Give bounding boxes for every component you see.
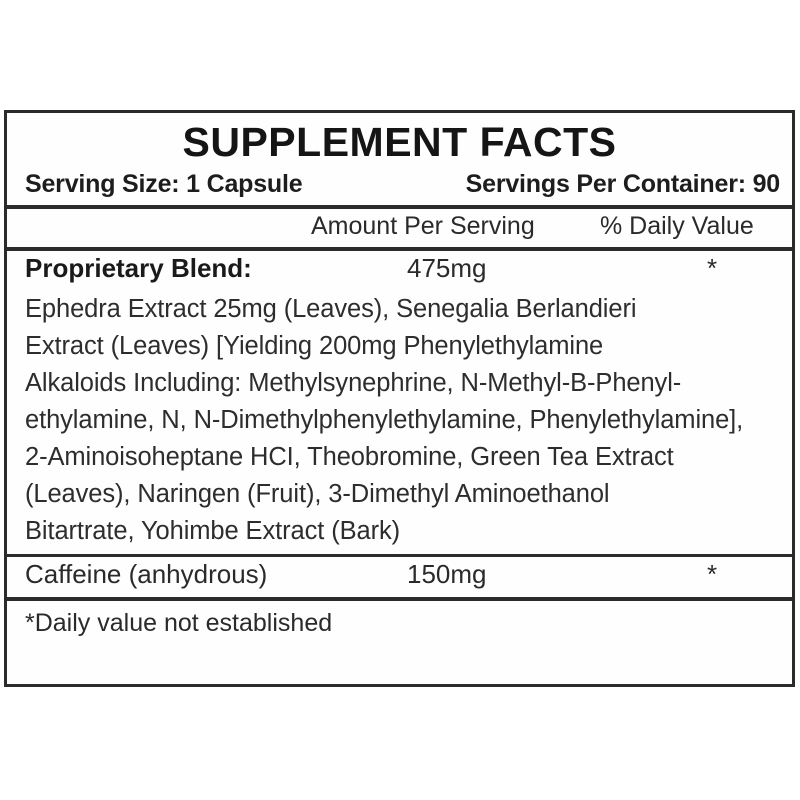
- footnote-row: *Daily value not established: [7, 601, 792, 684]
- serving-info-row: Serving Size: 1 Capsule Servings Per Con…: [7, 166, 792, 205]
- ingredient-line: Extract (Leaves) [Yielding 200mg Phenyle…: [25, 332, 604, 361]
- title-block: SUPPLEMENT FACTS: [7, 113, 792, 166]
- divider-above-footnote: [7, 597, 792, 602]
- ingredient-line: Alkaloids Including: Methylsynephrine, N…: [25, 369, 682, 398]
- servings-per-container-label: Servings Per Container: 90: [465, 170, 781, 199]
- caffeine-name: Caffeine (anhydrous): [25, 559, 268, 590]
- page-title: SUPPLEMENT FACTS: [182, 119, 617, 165]
- proprietary-blend-name: Proprietary Blend:: [25, 253, 252, 284]
- ingredient-line: (Leaves), Naringen (Fruit), 3-Dimethyl A…: [25, 480, 610, 509]
- caffeine-amount: 150mg: [407, 559, 487, 590]
- divider-below-serving-info: [7, 205, 792, 210]
- divider-above-caffeine: [7, 554, 792, 558]
- divider-below-column-headers: [7, 247, 792, 252]
- proprietary-blend-row: Proprietary Blend: 475mg *: [7, 251, 792, 291]
- column-header-amount-per-serving: Amount Per Serving: [311, 212, 535, 241]
- serving-size-label: Serving Size: 1 Capsule: [25, 170, 303, 199]
- ingredient-line: 2-Aminoisoheptane HCI, Theobromine, Gree…: [25, 443, 674, 472]
- ingredient-line: ethylamine, N, N-Dimethylphenylethylamin…: [25, 406, 744, 435]
- proprietary-blend-daily-value: *: [707, 253, 718, 284]
- column-header-row: Amount Per Serving % Daily Value: [7, 209, 792, 247]
- ingredient-line: Ephedra Extract 25mg (Leaves), Senegalia…: [25, 295, 637, 324]
- supplement-facts-panel: SUPPLEMENT FACTS Serving Size: 1 Capsule…: [4, 110, 795, 687]
- proprietary-blend-ingredients: Ephedra Extract 25mg (Leaves), Senegalia…: [7, 291, 792, 554]
- daily-value-footnote: *Daily value not established: [25, 609, 333, 638]
- caffeine-row: Caffeine (anhydrous) 150mg *: [7, 557, 792, 597]
- caffeine-daily-value: *: [707, 559, 718, 590]
- column-header-percent-daily-value: % Daily Value: [600, 212, 754, 241]
- ingredient-line: Bitartrate, Yohimbe Extract (Bark): [25, 517, 401, 546]
- proprietary-blend-amount: 475mg: [407, 253, 487, 284]
